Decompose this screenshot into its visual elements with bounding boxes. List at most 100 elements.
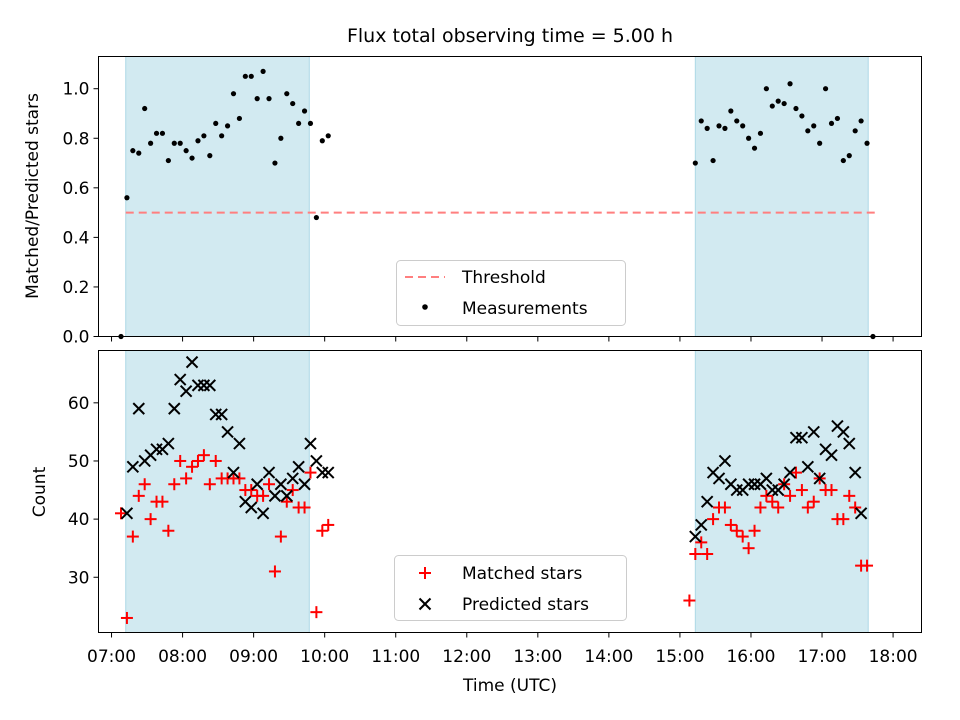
legend-matched-marker <box>419 567 431 579</box>
matched-star-point <box>861 559 874 572</box>
matched-star-point <box>689 548 702 561</box>
measurement-point <box>716 123 722 129</box>
measurement-point <box>734 118 740 124</box>
x-tick-label: 17:00 <box>798 647 847 667</box>
predicted-star-point <box>783 466 797 479</box>
x-tick-label: 15:00 <box>655 647 704 667</box>
measurement-point <box>811 123 817 129</box>
matched-star-point <box>114 507 127 520</box>
measurement-point <box>189 155 195 161</box>
measurement-point <box>781 100 787 107</box>
matched-star-point <box>298 501 311 514</box>
predicted-star-point <box>718 454 732 468</box>
bottom-legend: Matched stars Predicted stars <box>394 555 627 621</box>
y-tick-label: 40 <box>68 510 90 530</box>
measurement-point <box>195 138 201 144</box>
predicted-star-point <box>215 408 228 421</box>
measurement-point <box>740 123 746 129</box>
matched-star-point <box>280 495 293 508</box>
measurement-point <box>183 148 189 154</box>
predicted-star-point <box>292 460 305 473</box>
x-tick-label: 14:00 <box>584 647 633 667</box>
measurement-point <box>746 135 752 141</box>
measurement-point <box>822 86 829 92</box>
shaded-span-1 <box>694 56 869 337</box>
measurement-point <box>236 115 243 122</box>
measurement-point <box>230 91 237 97</box>
predicted-star-point <box>304 437 317 450</box>
predicted-star-point <box>848 466 862 479</box>
measurement-point <box>159 130 166 136</box>
matched-star-point <box>209 454 222 467</box>
measurement-point <box>319 138 325 144</box>
matched-star-point <box>233 472 246 485</box>
y-tick-label: 0.6 <box>62 179 89 199</box>
matched-star-point <box>695 536 708 549</box>
matched-star-point <box>736 530 749 543</box>
y-tick-label: 0.4 <box>62 228 89 248</box>
bottom-axes-frame <box>98 350 922 633</box>
x-tick-label: 16:00 <box>726 647 775 667</box>
legend-threshold-label: Threshold <box>461 268 546 288</box>
predicted-star-point <box>760 472 773 485</box>
matched-star-point <box>730 524 743 537</box>
matched-star-point <box>174 454 187 467</box>
predicted-star-point <box>162 437 175 450</box>
matched-star-point <box>191 454 204 467</box>
matched-star-point <box>849 501 862 514</box>
predicted-star-point <box>168 402 181 415</box>
top-axes-frame <box>98 56 922 337</box>
measurement-point <box>307 120 314 127</box>
matched-star-point <box>754 501 767 514</box>
measurement-point <box>751 145 758 151</box>
measurement-point <box>852 128 858 134</box>
bottom-y-ticks: 30 40 50 60 <box>68 394 99 588</box>
measurement-point <box>840 157 846 164</box>
matched-star-point <box>274 530 287 543</box>
predicted-star-point <box>795 431 809 444</box>
top-y-axis-label: Matched/Predicted stars <box>23 93 43 299</box>
predicted-star-point <box>120 507 134 520</box>
measurement-point <box>260 68 266 74</box>
predicted-star-point <box>256 507 270 520</box>
matched-star-point <box>138 478 151 491</box>
measurement-point <box>290 100 296 107</box>
matched-star-point <box>748 524 761 537</box>
predicted-star-point <box>280 489 293 503</box>
measurement-point <box>787 81 793 87</box>
matched-star-point <box>807 495 820 508</box>
matched-star-point <box>286 484 299 497</box>
predicted-star-point <box>203 379 217 392</box>
measurement-point <box>124 195 130 201</box>
matched-star-point <box>120 611 133 624</box>
x-tick-label: 09:00 <box>229 647 278 667</box>
matched-stars-series <box>114 449 874 624</box>
matched-star-point <box>701 548 714 561</box>
measurement-point <box>284 91 290 97</box>
matched-star-point <box>766 495 779 508</box>
predicted-star-point <box>825 448 838 462</box>
y-tick-label: 0.8 <box>62 129 89 149</box>
measurement-point <box>704 125 710 131</box>
matched-star-point <box>203 478 216 491</box>
matched-star-point <box>144 513 157 526</box>
measurement-point <box>805 128 811 134</box>
matched-star-point <box>168 478 181 491</box>
x-tick-label: 07:00 <box>87 647 136 667</box>
measurement-point <box>698 118 704 124</box>
measurement-point <box>171 140 177 146</box>
predicted-star-point <box>174 373 187 386</box>
x-tick-label: 08:00 <box>158 647 207 667</box>
measurement-point <box>728 108 734 114</box>
measurement-point <box>248 73 254 79</box>
bottom-x-ticks: 07:00 08:00 09:00 10:00 11:00 12:00 13:00 14:00… <box>87 632 918 667</box>
predicted-star-point <box>268 489 282 503</box>
predicted-star-point <box>185 355 199 369</box>
x-tick-label: 11:00 <box>371 647 420 667</box>
top-legend: Threshold Measurements <box>396 260 626 326</box>
legend-measurements-label: Measurements <box>462 299 588 319</box>
measurement-point <box>177 140 183 146</box>
legend-predicted-marker <box>418 597 432 611</box>
top-x-ticks <box>111 336 894 342</box>
legend-matched-label: Matched stars <box>462 564 582 584</box>
